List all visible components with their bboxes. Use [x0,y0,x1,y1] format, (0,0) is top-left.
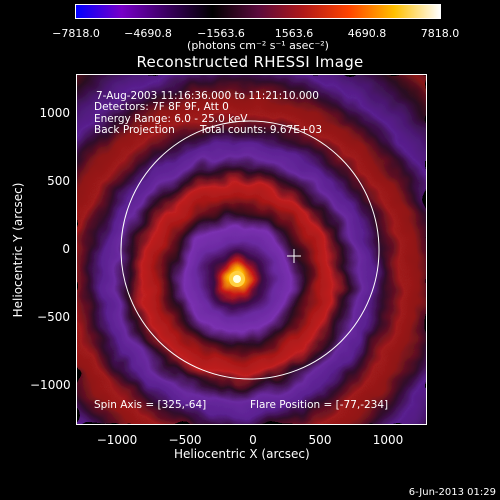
x-axis-label: Heliocentric X (arcsec) [174,447,310,461]
x-tick-label: 500 [308,433,332,447]
x-tick-label: 0 [249,433,257,447]
rhessi-image [76,74,427,425]
y-axis-label: Heliocentric Y (arcsec) [11,182,25,318]
colorbar-tick-label: −1563.6 [197,27,245,40]
x-tick-label: −1000 [96,433,138,447]
y-tick-label: 0 [62,242,70,256]
plot-frame [76,74,427,425]
y-tick-label: −1000 [30,378,71,392]
colorbar-tick-label: −4690.8 [124,27,172,40]
flare-position-text: Flare Position = [-77,-234] [250,399,389,411]
colorbar-tick-label: 4690.8 [347,27,387,40]
colorbar [75,4,441,19]
time-range-text: 7-Aug-2003 11:16:36.000 to 11:21:10.000 [96,90,319,102]
colorbar-tick-label: 1563.6 [274,27,314,40]
x-tick-label: −500 [168,433,202,447]
x-tick-label: 1000 [372,433,404,447]
plot-timestamp: 6-Jun-2013 01:29 [408,487,496,498]
y-tick-label: −500 [37,310,70,324]
method-text: Back Projection [94,124,175,136]
y-tick-label: 1000 [39,106,70,120]
image-title: Reconstructed RHESSI Image [136,53,364,71]
detectors-text: Detectors: 7F 8F 9F, Att 0 [94,101,229,113]
energy-range-text: Energy Range: 6.0 - 25.0 keV [94,113,248,125]
total-counts-text: Total counts: 9.67E+03 [200,124,323,136]
solar-limb-circle [120,120,380,380]
rhessi-image-svg [76,74,427,425]
spin-axis-text: Spin Axis = [325,-64] [94,399,207,411]
y-tick-label: 500 [47,174,70,188]
colorbar-tick-label: 7818.0 [420,27,460,40]
colorbar-units-label: (photons cm⁻² s⁻¹ asec⁻²) [187,39,329,52]
colorbar-tick-label: −7818.0 [52,27,100,40]
